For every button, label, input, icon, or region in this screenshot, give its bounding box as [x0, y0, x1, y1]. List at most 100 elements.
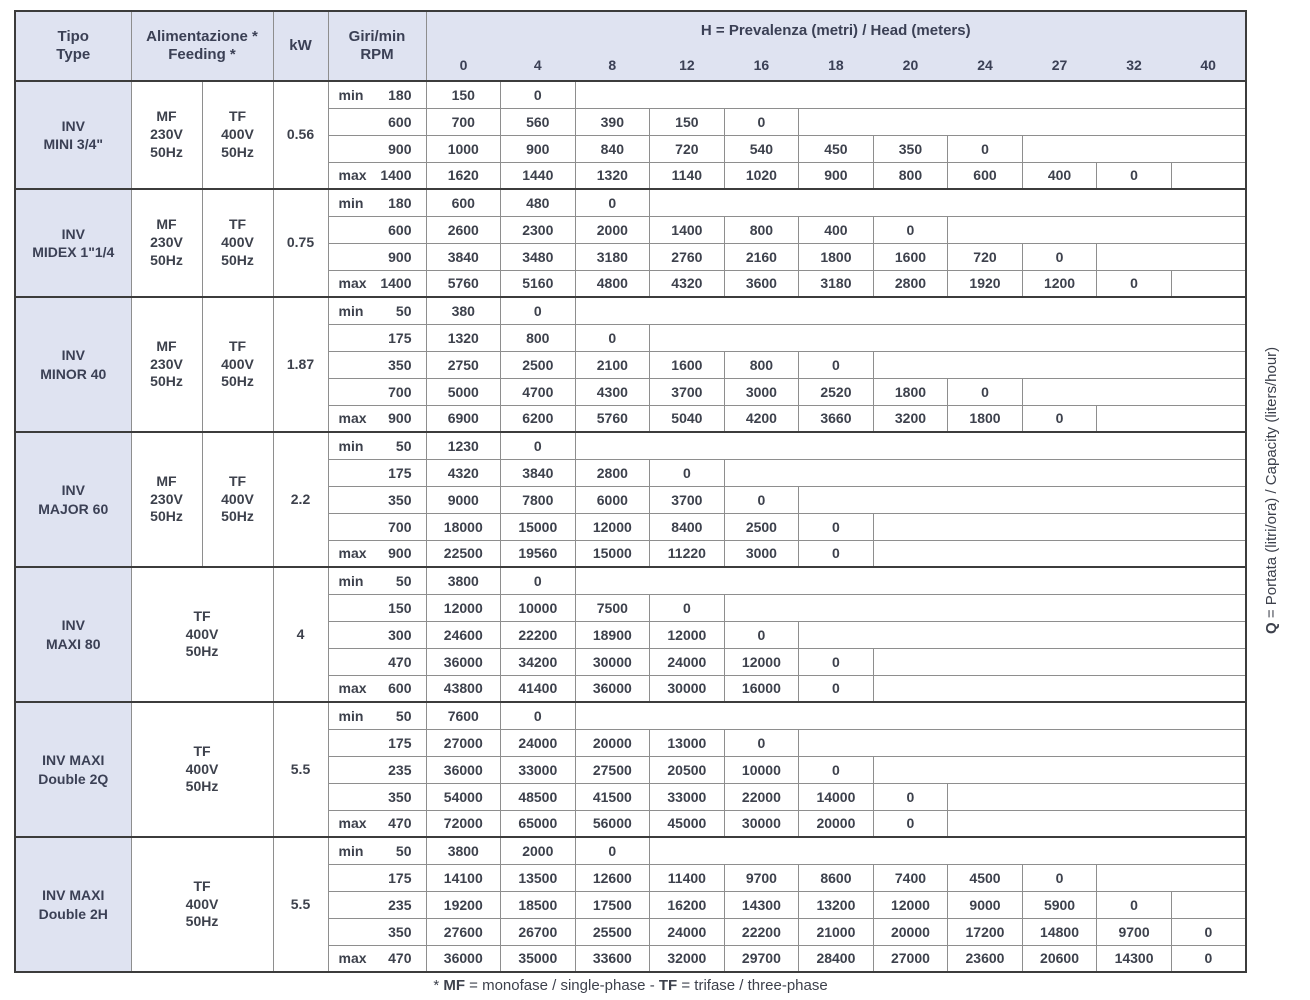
model-cell: INV MAXI 80 — [14, 566, 132, 703]
rpm-minmax-label: min — [338, 842, 364, 859]
capacity-value: 3660 — [798, 404, 874, 433]
capacity-value: 1000 — [425, 134, 502, 163]
rpm-wrap: 900 — [329, 249, 425, 265]
capacity-value: 390 — [574, 107, 651, 136]
capacity-value: 1020 — [723, 161, 800, 190]
rpm-cell: 175 — [327, 323, 427, 352]
empty-cell — [649, 80, 725, 109]
capacity-value: 1600 — [649, 350, 725, 379]
empty-cell — [1096, 431, 1172, 460]
rpm-cell: 150 — [327, 593, 427, 622]
empty-cell — [1022, 323, 1097, 352]
empty-cell — [1022, 782, 1097, 811]
empty-cell — [1096, 485, 1172, 514]
header-head-col: 8 — [575, 49, 650, 82]
empty-cell — [724, 80, 799, 109]
rpm-cell: 700 — [327, 377, 427, 406]
capacity-value: 14300 — [1096, 944, 1172, 973]
empty-cell — [873, 674, 948, 703]
empty-cell — [1096, 350, 1172, 379]
capacity-value: 18000 — [425, 512, 502, 541]
text-line: 230V — [150, 355, 183, 372]
text-segment: TF — [658, 977, 678, 994]
model-group: INV MAXI Double 2Q TF 400V 50Hz 5.5 min 50 7600 0… — [14, 701, 1246, 838]
capacity-value: 1620 — [425, 161, 502, 190]
capacity-value: 450 — [798, 134, 874, 163]
capacity-value: 9700 — [1096, 917, 1172, 946]
model-cell: INV MAJOR 60 — [14, 431, 132, 568]
empty-cell — [1171, 215, 1246, 244]
capacity-value: 22000 — [723, 782, 800, 811]
rpm-wrap: min 50 — [329, 573, 425, 589]
capacity-value: 2760 — [649, 242, 725, 271]
rpm-cell: min 50 — [327, 701, 427, 730]
table-row: 350 54000 48500 41500 33000 22000 14000 0 — [15, 782, 1246, 811]
rpm-cell: min 50 — [327, 836, 427, 865]
rpm-minmax-label: max — [338, 680, 367, 697]
capacity-value: 33000 — [649, 782, 725, 811]
capacity-value: 12000 — [872, 890, 949, 919]
feeding-cell: TF 400V 50Hz — [201, 80, 274, 190]
table-row: 700 18000 15000 12000 8400 2500 0 — [15, 512, 1246, 541]
empty-cell — [1171, 134, 1246, 163]
table-row: 900 3840 3480 3180 2760 2160 1800 1600 720 0 — [15, 242, 1246, 271]
rpm-wrap: 175 — [329, 735, 425, 751]
model-cell: INV MINOR 40 — [14, 296, 132, 433]
table-row: 235 19200 18500 17500 16200 14300 13200 12000 90… — [15, 890, 1246, 919]
capacity-value: 0 — [798, 350, 874, 379]
capacity-value: 25500 — [574, 917, 651, 946]
capacity-value: 12000 — [723, 647, 800, 676]
text-line: 50Hz — [185, 778, 219, 795]
capacity-value: 0 — [723, 620, 800, 649]
empty-cell — [1171, 323, 1246, 352]
empty-cell — [649, 431, 725, 460]
empty-cell — [1096, 809, 1172, 838]
capacity-value: 0 — [798, 647, 874, 676]
empty-cell — [1171, 107, 1246, 136]
capacity-value: 4700 — [500, 377, 576, 406]
rpm-value: 235 — [388, 761, 412, 778]
capacity-value: 30000 — [649, 674, 725, 703]
empty-cell — [1022, 620, 1097, 649]
model-group: INV MAXI Double 2H TF 400V 50Hz 5.5 min 50 3800 2… — [14, 836, 1247, 973]
rpm-value: 600 — [388, 113, 412, 130]
empty-cell — [873, 566, 948, 595]
empty-cell — [947, 755, 1023, 784]
capacity-value: 0 — [872, 782, 949, 811]
empty-cell — [1171, 377, 1246, 406]
empty-cell — [947, 782, 1023, 811]
feeding-cell: MF 230V 50Hz — [130, 80, 203, 190]
text-line: Giri/min — [348, 28, 406, 45]
rpm-minmax-label: min — [338, 437, 364, 454]
capacity-value: 35000 — [500, 944, 576, 973]
capacity-value: 5760 — [574, 404, 651, 433]
empty-cell — [1171, 350, 1246, 379]
rpm-value: 900 — [388, 410, 412, 427]
rpm-value: 350 — [388, 356, 412, 373]
empty-cell — [873, 593, 948, 622]
empty-cell — [798, 80, 874, 109]
feeding-cell: TF 400V 50Hz — [201, 296, 274, 433]
capacity-value: 3800 — [425, 566, 502, 595]
capacity-value: 0 — [574, 323, 651, 352]
empty-cell — [649, 296, 725, 325]
capacity-value: 30000 — [574, 647, 651, 676]
empty-cell — [947, 188, 1023, 217]
table-row: max 900 6900 6200 5760 5040 4200 3660 3200 1800 0 — [15, 404, 1246, 433]
rpm-value: 175 — [388, 329, 412, 346]
table-row: INV MINOR 40 MF 230V 50Hz TF 400V 50Hz 1.87 min 50… — [14, 296, 1246, 433]
text-line: MAJOR 60 — [38, 500, 109, 517]
empty-cell — [1171, 674, 1246, 703]
table-row: 600 700 560 390 150 0 — [15, 107, 1246, 136]
kw-cell: 2.2 — [272, 431, 329, 568]
model-group: INV MAJOR 60 MF 230V 50Hz TF 400V 50Hz 2.2 min 50 1… — [14, 431, 1246, 568]
capacity-value: 4800 — [574, 269, 651, 298]
empty-cell — [724, 431, 799, 460]
empty-cell — [1171, 161, 1246, 190]
empty-cell — [873, 350, 948, 379]
capacity-value: 700 — [425, 107, 502, 136]
header-head-col: 0 — [426, 49, 501, 82]
capacity-value: 28400 — [798, 944, 874, 973]
empty-cell — [1171, 188, 1246, 217]
